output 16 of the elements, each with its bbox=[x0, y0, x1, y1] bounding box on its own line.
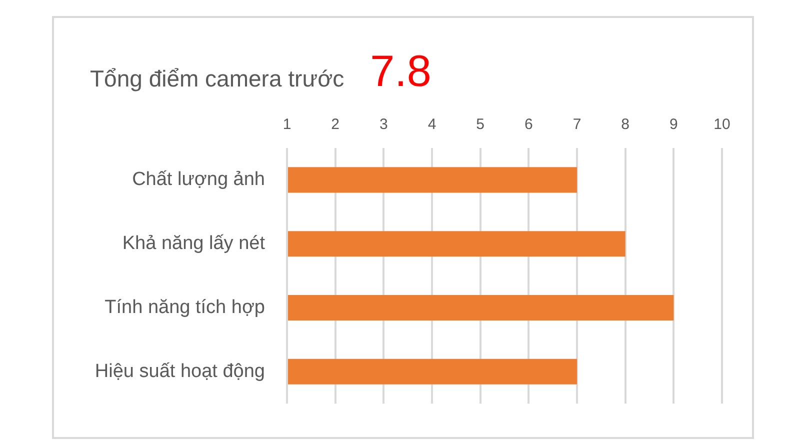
x-tick-label: 1 bbox=[282, 116, 292, 134]
y-tick-label: Chất lượng ảnh bbox=[132, 169, 265, 190]
y-tick-label: Khả năng lấy nét bbox=[122, 233, 266, 254]
text: 7.8 bbox=[370, 47, 432, 96]
x-tick-label: 7 bbox=[572, 116, 582, 134]
x-tick-label: 6 bbox=[524, 116, 533, 134]
x-tick-label: 8 bbox=[621, 116, 630, 134]
y-tick-label: Hiệu suất hoạt động bbox=[94, 360, 265, 382]
x-tick-label: 3 bbox=[379, 116, 388, 134]
chart-title: Tổng điểm camera trước bbox=[90, 65, 344, 92]
x-tick-label: 2 bbox=[331, 116, 340, 134]
x-tick-label: 10 bbox=[714, 116, 730, 134]
x-tick-label: 4 bbox=[428, 116, 436, 134]
x-tick-label: 5 bbox=[476, 116, 485, 134]
x-tick-label: 9 bbox=[669, 116, 678, 134]
y-tick-label: Tính năng tích hợp bbox=[104, 296, 265, 318]
